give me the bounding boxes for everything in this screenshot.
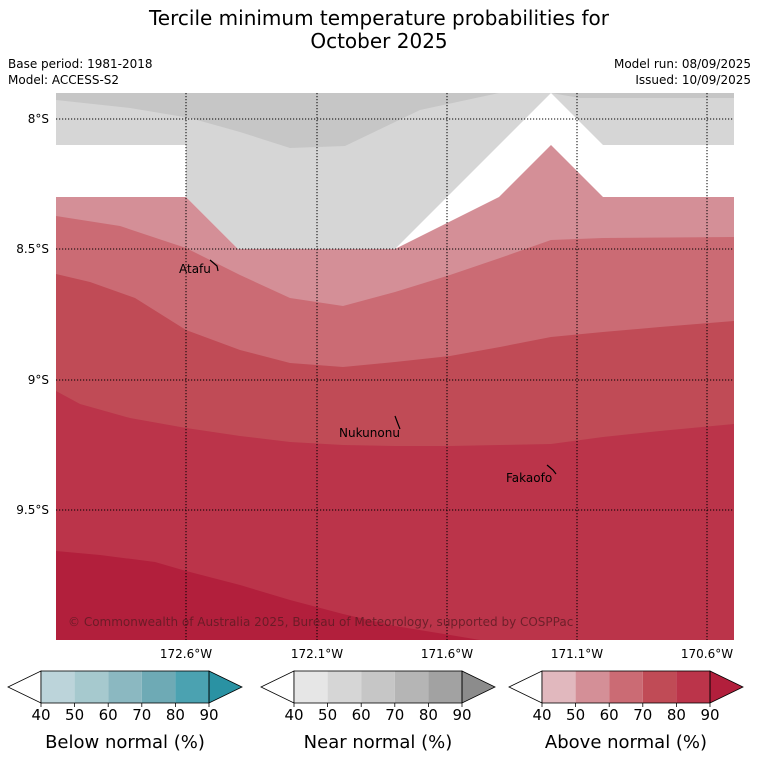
map-title-line-2: October 2025 [310, 29, 448, 53]
below-normal-tick-label: 80 [166, 706, 185, 724]
above-normal-colorbar-segment [642, 671, 677, 703]
above-normal-tick-label: 40 [532, 706, 551, 724]
place-fakaofo: Fakaofo [506, 464, 557, 485]
above-normal-90-region [56, 551, 480, 640]
fakaofo-label: Fakaofo [506, 471, 552, 485]
near-normal-tick-label: 60 [352, 706, 371, 724]
above-normal-colorbar-under-arrow [508, 670, 543, 704]
near-normal-colorbar-segment [428, 671, 462, 703]
near-normal-colorbar: 40 50 60 70 80 90 Near normal (%) [260, 670, 496, 753]
lat-label-9-5s: 9.5°S [16, 503, 49, 517]
above-normal-colorbar-label: Above normal (%) [545, 732, 707, 753]
below-normal-tick-label: 70 [132, 706, 151, 724]
near-normal-colorbar-under-arrow [260, 670, 295, 704]
above-normal-colorbar-segment [575, 671, 610, 703]
place-atafu: Atafu [179, 259, 219, 276]
lon-label-172-6w: 172.6°W [160, 647, 212, 661]
above-normal-tick-label: 50 [566, 706, 585, 724]
below-normal-tick-label: 40 [31, 706, 50, 724]
near-normal-colorbar-segment [294, 671, 328, 703]
near-normal-tick-label: 50 [318, 706, 337, 724]
graticule [56, 93, 734, 640]
near-normal-tick-label: 90 [452, 706, 471, 724]
issued-date: Issued: 10/09/2025 [635, 73, 751, 87]
above-normal-tick-label: 90 [700, 706, 719, 724]
place-nukunonu: Nukunonu [339, 415, 401, 440]
model-run-date: Model run: 08/09/2025 [613, 57, 751, 71]
below-normal-colorbar-segment [74, 671, 109, 703]
below-normal-colorbar-segment [108, 671, 142, 703]
below-normal-colorbar-segment [175, 671, 209, 703]
atafu-atoll-outline [209, 259, 219, 272]
lon-label-172-1w: 172.1°W [291, 647, 343, 661]
lon-label-171-6w: 171.6°W [421, 647, 473, 661]
near-normal-colorbar-label: Near normal (%) [304, 732, 453, 753]
lat-label-8s: 8°S [28, 112, 49, 126]
model-name: Model: ACCESS-S2 [8, 73, 120, 87]
lon-label-171-1w: 171.1°W [551, 647, 603, 661]
probability-fields [56, 93, 734, 640]
near-normal-tick-label: 80 [419, 706, 438, 724]
near-normal-60-region [56, 93, 551, 148]
nukunonu-atoll-outline [394, 415, 401, 430]
fakaofo-atoll-outline [546, 464, 557, 475]
near-normal-tick-label: 40 [284, 706, 303, 724]
near-normal-50-region [56, 93, 734, 249]
above-normal-tick-label: 60 [600, 706, 619, 724]
below-normal-colorbar: 40 50 60 70 80 90 Below normal (%) [7, 670, 243, 753]
near-normal-60-region-east [551, 93, 734, 98]
above-normal-colorbar-segment [609, 671, 643, 703]
near-normal-colorbar-segment [327, 671, 362, 703]
lat-label-9s: 9°S [28, 373, 49, 387]
below-normal-colorbar-segment [41, 671, 75, 703]
above-normal-tick-label: 80 [667, 706, 686, 724]
lat-label-8-5s: 8.5°S [16, 242, 49, 256]
copyright-notice: © Commonwealth of Australia 2025, Bureau… [68, 615, 573, 629]
below-normal-tick-label: 60 [99, 706, 118, 724]
near-normal-colorbar-segment [394, 671, 429, 703]
atafu-label: Atafu [179, 262, 211, 276]
above-normal-colorbar: 40 50 60 70 80 90 Above normal (%) [508, 670, 744, 753]
below-normal-colorbar-label: Below normal (%) [45, 732, 205, 753]
near-normal-colorbar-segment [361, 671, 395, 703]
base-period: Base period: 1981-2018 [8, 57, 153, 71]
map-title-line-1: Tercile minimum temperature probabilitie… [148, 6, 610, 30]
above-normal-tick-label: 70 [633, 706, 652, 724]
above-normal-80-region [56, 391, 734, 640]
below-normal-colorbar-segment [141, 671, 176, 703]
above-normal-colorbar-over-arrow [709, 670, 744, 704]
near-normal-tick-label: 70 [385, 706, 404, 724]
lon-label-170-6w: 170.6°W [681, 647, 733, 661]
above-normal-colorbar-segment [542, 671, 576, 703]
nukunonu-label: Nukunonu [339, 426, 400, 440]
below-normal-colorbar-under-arrow [7, 670, 42, 704]
colorbar-legends: 40 50 60 70 80 90 Below normal (%) 40 50 60 70 80 90… [7, 670, 744, 753]
near-normal-colorbar-over-arrow [461, 670, 496, 704]
below-normal-tick-label: 90 [199, 706, 218, 724]
below-normal-colorbar-over-arrow [208, 670, 243, 704]
above-normal-colorbar-segment [676, 671, 710, 703]
below-normal-tick-label: 50 [65, 706, 84, 724]
